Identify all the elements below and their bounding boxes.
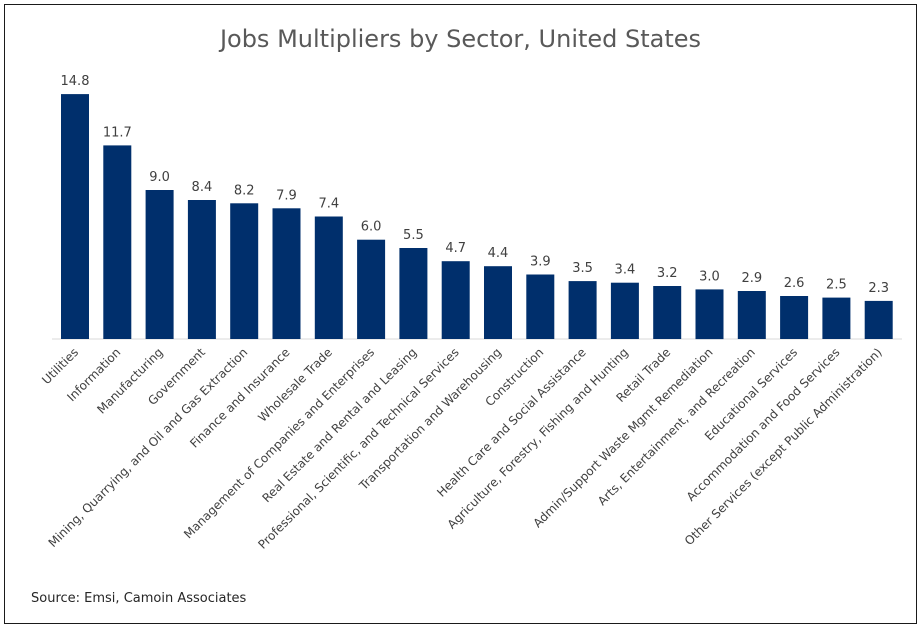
- bar: [230, 203, 259, 339]
- category-label: Professional, Scientific, and Technical …: [255, 345, 461, 551]
- data-label: 2.5: [826, 278, 847, 293]
- bar: [187, 200, 216, 339]
- data-label: 4.4: [488, 246, 509, 261]
- data-label: 2.3: [868, 281, 889, 296]
- category-label: Other Services (except Public Administra…: [682, 345, 885, 548]
- source-note: Source: Emsi, Camoin Associates: [31, 591, 247, 606]
- bar: [484, 266, 512, 339]
- bar: [653, 286, 682, 339]
- category-label: Wholesale Trade: [255, 345, 335, 425]
- data-label: 8.4: [192, 180, 213, 195]
- bar: [695, 289, 724, 340]
- data-label: 3.2: [657, 266, 678, 281]
- category-label: Utilities: [39, 345, 81, 387]
- bar: [822, 297, 851, 339]
- data-label: 4.7: [445, 241, 466, 256]
- category-label: Arts, Entertainment, and Recreation: [595, 345, 758, 508]
- category-label: Mining, Quarrying, and Oil and Gas Extra…: [46, 345, 251, 550]
- bar: [314, 216, 343, 339]
- data-label: 8.2: [234, 183, 255, 198]
- bar: [399, 248, 428, 339]
- data-label: 2.6: [784, 276, 805, 291]
- data-label: 6.0: [361, 220, 382, 235]
- bar: [357, 239, 386, 339]
- category-label: Real Estate and Rental and Leasing: [260, 345, 420, 505]
- data-label: 9.0: [149, 170, 170, 185]
- data-label: 3.5: [572, 261, 593, 276]
- bar: [568, 281, 597, 339]
- bar: [272, 208, 301, 339]
- data-label: 11.7: [103, 125, 132, 140]
- bar: [737, 291, 766, 339]
- bar: [780, 296, 809, 339]
- data-label: 14.8: [61, 74, 90, 89]
- category-label: Accommodation and Food Services: [684, 345, 843, 504]
- bar: [864, 300, 893, 339]
- data-label: 7.4: [318, 197, 339, 212]
- data-label: 3.0: [699, 269, 720, 284]
- category-label: Health Care and Social Assistance: [434, 345, 589, 500]
- bar: [61, 94, 89, 339]
- bar: [103, 145, 132, 339]
- data-label: 3.9: [530, 255, 551, 270]
- bar: [441, 261, 470, 339]
- chart-title: Jobs Multipliers by Sector, United State…: [219, 25, 702, 53]
- data-label: 5.5: [403, 228, 424, 243]
- data-label: 2.9: [741, 271, 762, 286]
- bar: [610, 282, 639, 339]
- bar: [145, 190, 174, 339]
- data-label: 7.9: [276, 188, 297, 203]
- data-label: 3.4: [615, 263, 636, 278]
- bar: [526, 274, 555, 339]
